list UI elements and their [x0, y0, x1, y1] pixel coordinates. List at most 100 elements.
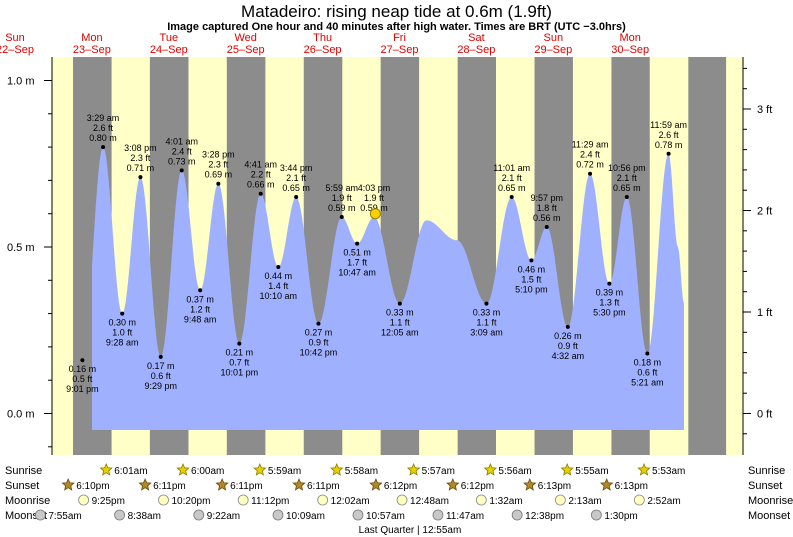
moonrise-time: 9:25pm [92, 496, 125, 507]
day-label-date: 26–Sep [304, 44, 342, 56]
extreme-label: 0.26 m [554, 331, 582, 341]
extreme-label: 9:57 pm [530, 193, 563, 203]
day-label-dow: Sat [468, 32, 485, 44]
moonrise-time: 1:32am [489, 496, 522, 507]
day-label-dow: Mon [619, 32, 640, 44]
chart-subtitle: Image captured One hour and 40 minutes a… [167, 21, 626, 33]
extreme-point [355, 241, 360, 246]
extreme-label: 4:41 am [244, 160, 277, 170]
moonset-moon-icon [352, 509, 364, 521]
extreme-label: 0.18 m [634, 358, 662, 368]
moonrise-moon-icon [78, 494, 89, 506]
extreme-label: 0.56 m [533, 213, 561, 223]
sunrise-star-icon [406, 462, 421, 476]
extreme-label: 2.3 ft [130, 153, 151, 163]
extreme-point [544, 225, 549, 230]
moonrise-moon-icon [396, 494, 408, 506]
extreme-label: 0.59 m [328, 203, 356, 213]
extreme-label: 9:01 pm [66, 384, 99, 394]
moonset-moon-icon [272, 509, 284, 521]
extreme-label: 0.44 m [265, 271, 293, 281]
sunrise-time: 5:57am [422, 466, 455, 477]
moonrise-time: 2:13am [568, 496, 601, 507]
moon-phase-label: Last Quarter | 12:55am [359, 525, 462, 536]
extreme-label: 2.4 ft [580, 150, 601, 160]
y-tick-label-right: 1 ft [757, 307, 772, 319]
extreme-label: 0.7 ft [229, 358, 250, 368]
sunset-star-icon [369, 477, 383, 491]
extreme-label: 0.46 m [518, 264, 546, 274]
extreme-label: 2.1 ft [617, 173, 638, 183]
sun-moon-rows: Sunrise Sunrise Sunset Sunset Moonrise Moonri… [5, 462, 793, 536]
day-label-date: 27–Sep [381, 44, 419, 56]
sunset-time: 6:12pm [384, 481, 417, 492]
extreme-point [588, 171, 593, 176]
extreme-label: 4:32 am [552, 351, 585, 361]
row-label-right: Sunrise [748, 465, 785, 477]
extreme-label: 0.33 m [386, 308, 414, 318]
extreme-point [179, 168, 184, 173]
sunset-star-icon [138, 477, 152, 491]
y-tick-label-left: 0.5 m [7, 242, 35, 254]
extreme-label: 3:44 pm [280, 163, 313, 173]
extreme-label: 2.1 ft [502, 173, 523, 183]
extreme-label: 9:28 am [106, 338, 139, 348]
sunrise-star-icon [99, 462, 113, 476]
sunrise-star-icon [483, 462, 498, 476]
extreme-label: 11:59 am [650, 120, 687, 130]
night-band [688, 57, 727, 455]
extreme-label: 10:01 pm [221, 368, 259, 378]
moonrise-moon-icon [237, 494, 249, 506]
extreme-label: 0.39 m [596, 288, 624, 298]
extreme-point [120, 311, 125, 316]
sunrise-time: 5:58am [345, 466, 378, 477]
sunrise-time: 5:56am [498, 466, 531, 477]
extreme-label: 2.6 ft [659, 130, 680, 140]
day-label-dow: Mon [81, 32, 102, 44]
y-tick-label-left: 0.0 m [7, 409, 35, 421]
sunset-time: 6:13pm [615, 481, 648, 492]
day-label-date: 30–Sep [611, 44, 649, 56]
y-tick-label-right: 2 ft [757, 206, 772, 218]
moonrise-moon-icon [633, 494, 645, 506]
extreme-label: 0.51 m [343, 248, 371, 258]
tide-extremes: 0.16 m0.5 ft9:01 pm3:29 am2.6 ft0.80 m0.… [66, 113, 687, 394]
day-label-dow: Fri [393, 32, 406, 44]
extreme-label: 0.66 m [247, 180, 275, 190]
extreme-point [607, 281, 612, 286]
sunset-star-icon [61, 477, 75, 491]
current-tide-marker-group [369, 208, 381, 220]
sunrise-star-icon [253, 462, 267, 476]
extreme-point [237, 341, 242, 346]
extreme-label: 0.73 m [168, 156, 196, 166]
extreme-label: 1.3 ft [599, 298, 620, 308]
extreme-point [339, 215, 344, 220]
extreme-label: 9:29 pm [144, 381, 177, 391]
extreme-label: 10:56 pm [608, 163, 646, 173]
sunrise-time: 6:01am [114, 466, 147, 477]
extreme-point [101, 145, 106, 150]
extreme-label: 2.4 ft [172, 146, 193, 156]
extreme-point [624, 195, 629, 200]
moonrise-moon-icon [317, 494, 329, 506]
day-labels: Sun22–SepMon23–SepTue24–SepWed25–SepThu2… [0, 32, 649, 56]
extreme-point [397, 301, 402, 306]
extreme-label: 5:59 am [325, 183, 358, 193]
extreme-label: 0.78 m [655, 140, 683, 150]
current-tide-marker [369, 208, 381, 220]
sunrise-time: 5:59am [268, 466, 301, 477]
extreme-label: 0.9 ft [308, 338, 329, 348]
extreme-label: 0.17 m [147, 361, 175, 371]
sunset-time: 6:12pm [461, 481, 494, 492]
extreme-label: 4:03 pm [358, 183, 391, 193]
moonset-moon-icon [114, 509, 125, 521]
sunset-time: 6:10pm [76, 481, 109, 492]
extreme-point [529, 258, 534, 263]
moonset-moon-icon [34, 509, 46, 521]
extreme-label: 3:28 pm [202, 150, 235, 160]
row-label-left: Sunrise [5, 465, 42, 477]
extreme-label: 2.2 ft [251, 170, 272, 180]
extreme-label: 0.27 m [305, 328, 333, 338]
extreme-label: 0.65 m [498, 183, 526, 193]
day-label-dow: Sun [544, 32, 564, 44]
